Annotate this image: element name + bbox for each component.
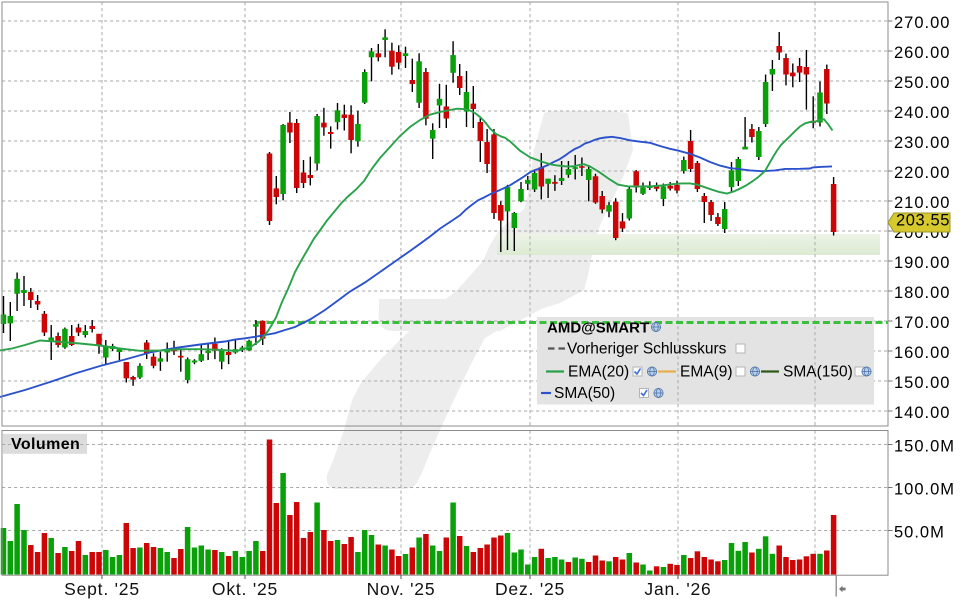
svg-text:50.0M: 50.0M xyxy=(894,523,945,541)
svg-text:270.00: 270.00 xyxy=(894,14,950,32)
svg-text:170.00: 170.00 xyxy=(894,314,950,332)
svg-text:Nov. '25: Nov. '25 xyxy=(367,579,436,599)
svg-text:160.00: 160.00 xyxy=(894,344,950,362)
svg-text:SMA(150): SMA(150) xyxy=(783,364,853,381)
svg-text:Sept. '25: Sept. '25 xyxy=(64,579,140,599)
svg-text:Dez. '25: Dez. '25 xyxy=(495,579,565,599)
svg-text:EMA(20): EMA(20) xyxy=(568,364,629,381)
svg-text:220.00: 220.00 xyxy=(894,164,950,182)
svg-text:150.0M: 150.0M xyxy=(894,437,955,455)
svg-text:180.00: 180.00 xyxy=(894,284,950,302)
svg-text:203.55: 203.55 xyxy=(896,212,950,230)
svg-text:Jan. '26: Jan. '26 xyxy=(644,579,711,599)
svg-text:EMA(9): EMA(9) xyxy=(680,364,733,381)
svg-text:210.00: 210.00 xyxy=(894,194,950,212)
svg-text:140.00: 140.00 xyxy=(894,404,950,422)
svg-text:190.00: 190.00 xyxy=(894,254,950,272)
svg-text:230.00: 230.00 xyxy=(894,134,950,152)
svg-text:Okt. '25: Okt. '25 xyxy=(212,579,278,599)
svg-text:Volumen: Volumen xyxy=(11,436,80,453)
svg-text:240.00: 240.00 xyxy=(894,104,950,122)
svg-text:250.00: 250.00 xyxy=(894,74,950,92)
svg-text:SMA(50): SMA(50) xyxy=(554,385,615,402)
svg-text:150.00: 150.00 xyxy=(894,374,950,392)
svg-text:Vorheriger Schlusskurs: Vorheriger Schlusskurs xyxy=(567,341,727,358)
svg-text:100.0M: 100.0M xyxy=(894,480,955,498)
svg-text:260.00: 260.00 xyxy=(894,44,950,62)
svg-text:AMD@SMART: AMD@SMART xyxy=(547,320,649,337)
